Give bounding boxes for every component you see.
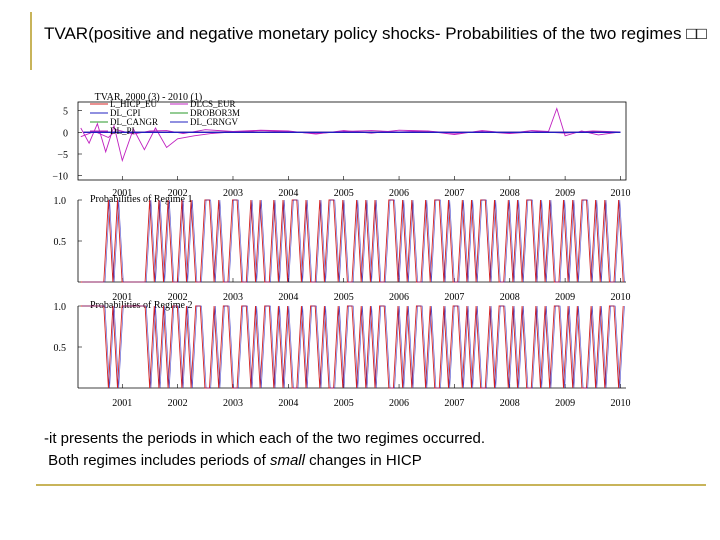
panel-3-xtick-0: 2001 (112, 398, 132, 409)
panel-1-xtick-6: 2007 (444, 188, 464, 199)
panel-2-xtick-0: 2001 (112, 292, 132, 303)
caption-line-2: Both regimes includes periods of small c… (44, 450, 485, 472)
legend-label-0: L_HICP_EU (110, 99, 158, 109)
caption-line-2-a: Both regimes includes periods of (48, 452, 270, 469)
panel-3-xtick-7: 2008 (500, 398, 520, 409)
panel-3-title: Probabilities of Regime 2 (90, 300, 193, 311)
panel-3-xtick-5: 2006 (389, 398, 409, 409)
legend-label-1: DLCS_EUR (190, 99, 236, 109)
caption-line-2-em: small (269, 452, 305, 469)
panel-2-xtick-9: 2010 (610, 292, 630, 303)
panel-1-series-dl_pi (80, 122, 621, 163)
panel-3-xtick-6: 2007 (444, 398, 464, 409)
caption-line-1: -it presents the periods in which each o… (44, 430, 486, 447)
panel-2-ytick-1: 0.5 (54, 237, 67, 248)
slide-title: TVAR(positive and negative monetary poli… (44, 24, 707, 43)
panel-2-series-blue (82, 199, 625, 283)
panel-2-xtick-1: 2002 (168, 292, 188, 303)
panel-1-xtick-8: 2009 (555, 188, 575, 199)
accent-bar-horizontal (36, 484, 706, 486)
panel-3-series-blue (82, 305, 625, 389)
panel-1-title: TVAR, 2000 (3) - 2010 (1) (95, 92, 203, 103)
panel-3-xtick-9: 2010 (610, 398, 630, 409)
panel-3-xtick-3: 2004 (278, 398, 298, 409)
panel-1-ytick-0: 5 (63, 107, 68, 118)
panel-2-xtick-3: 2004 (278, 292, 298, 303)
panel-1-xtick-4: 2005 (334, 188, 354, 199)
panel-1-xtick-9: 2010 (610, 188, 630, 199)
panel-2-xtick-2: 2003 (223, 292, 243, 303)
panel-1-ytick-3: −10 (52, 172, 68, 183)
panel-3-xtick-8: 2009 (555, 398, 575, 409)
panel-1-xtick-1: 2002 (168, 188, 188, 199)
panel-3-xtick-1: 2002 (168, 398, 188, 409)
panel-2-xtick-6: 2007 (444, 292, 464, 303)
panel-3-xtick-2: 2003 (223, 398, 243, 409)
panel-1-xtick-3: 2004 (278, 188, 298, 199)
panel-1-ytick-2: −5 (57, 150, 68, 161)
panel-1-ytick-1: 0 (63, 128, 68, 139)
panel-1-xtick-0: 2001 (112, 188, 132, 199)
legend-label-2: DL_CPI (110, 108, 141, 118)
panel-1-xtick-7: 2008 (500, 188, 520, 199)
caption-line-2-b: changes in HICP (304, 452, 422, 469)
panel-3-xtick-4: 2005 (334, 398, 354, 409)
panel-3-ytick-1: 0.5 (54, 343, 67, 354)
panel-1-xtick-5: 2006 (389, 188, 409, 199)
panel-3-ytick-0: 1.0 (54, 302, 67, 313)
legend-label-4: DL_CANGR (110, 117, 158, 127)
legend-label-6: DL_PI (110, 126, 135, 136)
panel-2-xtick-5: 2006 (389, 292, 409, 303)
panel-1-xtick-2: 2003 (223, 188, 243, 199)
panel-1-series-dlcs_eur (80, 107, 621, 139)
slide-caption: -it presents the periods in which each o… (44, 428, 485, 472)
legend-label-3: DROBOR3M (190, 108, 240, 118)
panel-2-xtick-4: 2005 (334, 292, 354, 303)
accent-bar-vertical (30, 12, 32, 70)
legend-label-5: DL_CRNGV (190, 117, 239, 127)
panel-2-ytick-0: 1.0 (54, 196, 67, 207)
panel-2-xtick-7: 2008 (500, 292, 520, 303)
panel-1-frame (77, 101, 627, 181)
panel-2-xtick-8: 2009 (555, 292, 575, 303)
panel-2-title: Probabilities of Regime 1 (90, 194, 193, 205)
